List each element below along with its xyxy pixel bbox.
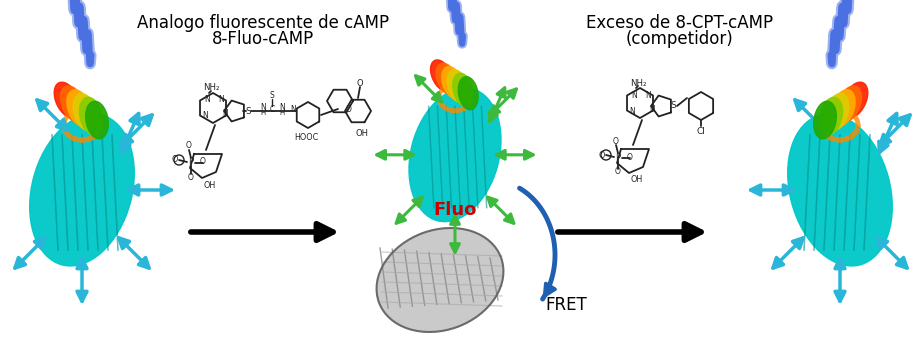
Text: O: O bbox=[598, 151, 605, 159]
Text: P: P bbox=[188, 157, 193, 166]
Text: Fluo: Fluo bbox=[433, 201, 476, 219]
Text: C: C bbox=[269, 105, 275, 115]
Text: NH₂: NH₂ bbox=[630, 79, 645, 88]
Text: (competidor): (competidor) bbox=[626, 30, 733, 48]
Ellipse shape bbox=[441, 66, 462, 99]
Text: O: O bbox=[346, 104, 352, 114]
Ellipse shape bbox=[824, 93, 848, 130]
Text: N: N bbox=[278, 102, 285, 112]
Ellipse shape bbox=[29, 114, 134, 266]
Text: NH₂: NH₂ bbox=[202, 84, 219, 92]
Text: O: O bbox=[615, 167, 620, 177]
Text: Cl: Cl bbox=[696, 127, 705, 136]
Ellipse shape bbox=[452, 73, 472, 106]
Text: O: O bbox=[612, 136, 618, 146]
Text: N: N bbox=[630, 91, 636, 99]
Text: H: H bbox=[279, 110, 284, 116]
Text: N: N bbox=[260, 102, 266, 112]
Text: HOOC: HOOC bbox=[293, 132, 318, 142]
Ellipse shape bbox=[458, 76, 478, 110]
Text: O: O bbox=[627, 153, 632, 161]
Text: S: S bbox=[269, 92, 274, 100]
Text: H: H bbox=[260, 110, 266, 116]
Text: FRET: FRET bbox=[544, 296, 586, 314]
Ellipse shape bbox=[409, 88, 501, 222]
Text: 8-Fluo-cAMP: 8-Fluo-cAMP bbox=[211, 30, 313, 48]
Ellipse shape bbox=[436, 63, 458, 95]
Ellipse shape bbox=[85, 101, 108, 139]
Ellipse shape bbox=[447, 70, 468, 102]
Ellipse shape bbox=[841, 82, 867, 118]
Text: O: O bbox=[357, 79, 363, 88]
Ellipse shape bbox=[830, 90, 854, 126]
Ellipse shape bbox=[376, 228, 503, 332]
Ellipse shape bbox=[67, 90, 91, 126]
Text: N: N bbox=[204, 95, 210, 104]
Text: OH: OH bbox=[355, 128, 369, 137]
Ellipse shape bbox=[819, 97, 842, 135]
Text: N: N bbox=[202, 112, 208, 121]
Text: N: N bbox=[289, 105, 296, 115]
Text: N: N bbox=[629, 106, 634, 116]
Text: S: S bbox=[670, 101, 675, 111]
Text: N: N bbox=[221, 110, 228, 119]
Text: Exceso de 8-CPT-cAMP: Exceso de 8-CPT-cAMP bbox=[585, 14, 773, 32]
Ellipse shape bbox=[787, 114, 891, 266]
Text: S: S bbox=[245, 106, 251, 116]
Text: P: P bbox=[615, 153, 620, 161]
Text: N: N bbox=[644, 91, 650, 99]
Text: O: O bbox=[199, 157, 206, 166]
Ellipse shape bbox=[835, 86, 860, 122]
Text: Analogo fluorescente de cAMP: Analogo fluorescente de cAMP bbox=[137, 14, 389, 32]
Text: O: O bbox=[186, 142, 192, 151]
Text: N: N bbox=[218, 95, 223, 104]
Ellipse shape bbox=[430, 60, 452, 91]
Text: OH: OH bbox=[630, 176, 642, 184]
Ellipse shape bbox=[812, 101, 835, 139]
Ellipse shape bbox=[54, 82, 80, 118]
Ellipse shape bbox=[79, 97, 102, 135]
Ellipse shape bbox=[61, 86, 85, 122]
Text: OH: OH bbox=[204, 181, 216, 189]
Text: O: O bbox=[172, 155, 178, 164]
Text: O: O bbox=[187, 173, 194, 182]
Text: N: N bbox=[649, 104, 654, 114]
Ellipse shape bbox=[74, 93, 96, 130]
